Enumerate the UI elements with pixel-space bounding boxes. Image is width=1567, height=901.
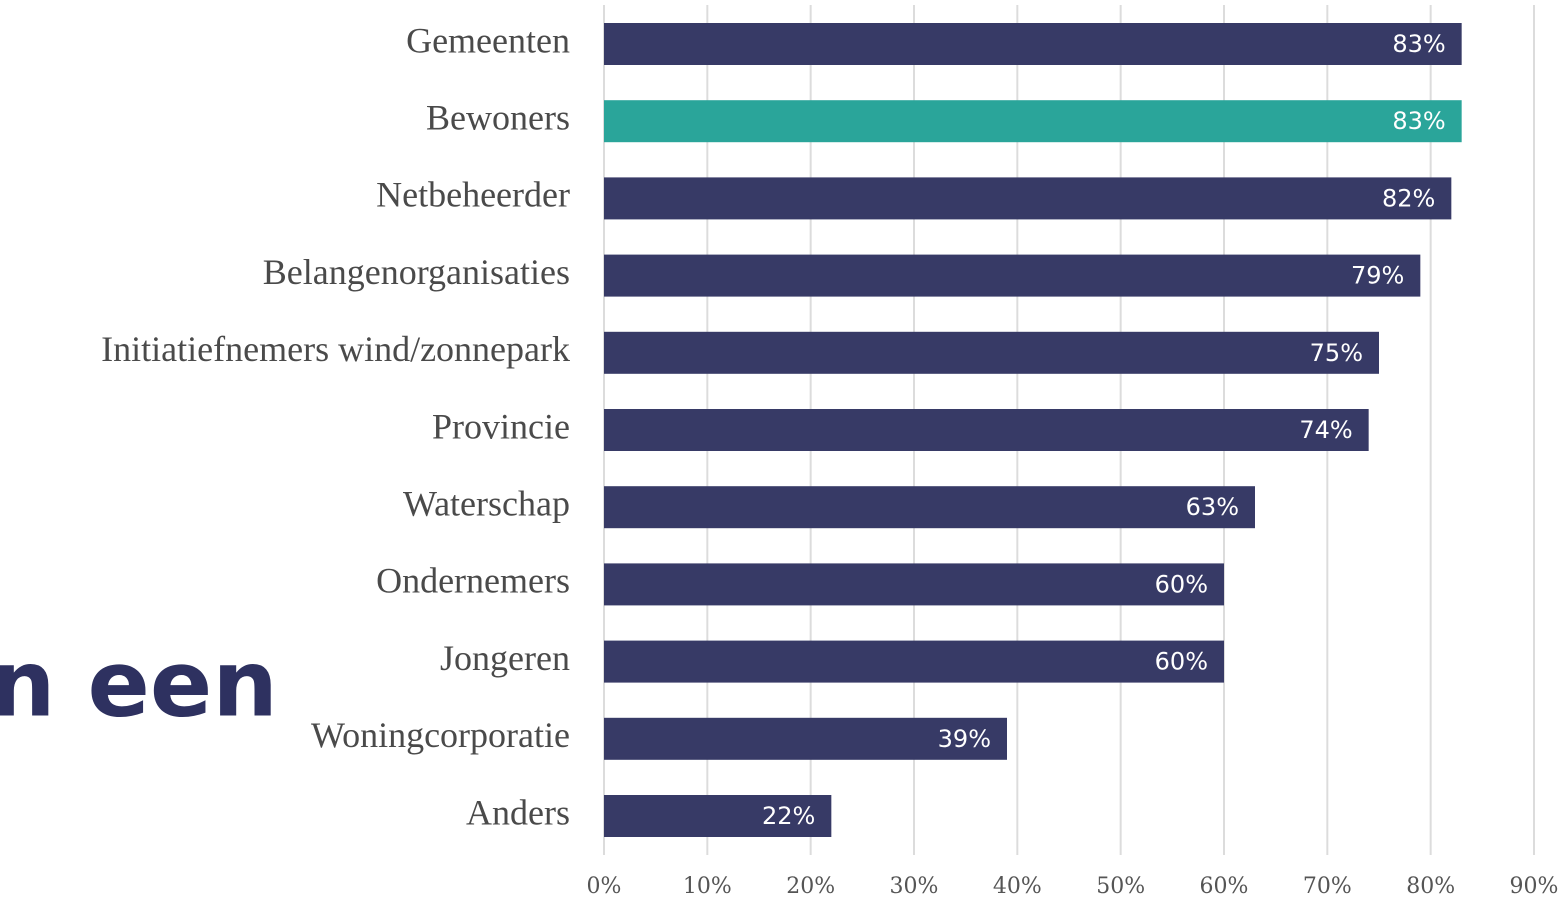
x-tick-label: 70% — [1303, 874, 1352, 899]
x-tick-label: 20% — [786, 874, 835, 899]
value-label: 75% — [1310, 339, 1363, 367]
bar — [604, 23, 1462, 65]
value-label: 60% — [1155, 570, 1208, 598]
bar — [604, 100, 1462, 143]
y-tick-label: Gemeenten — [406, 20, 570, 60]
x-tick-label: 0% — [587, 874, 622, 899]
y-tick-label: Jongeren — [440, 638, 570, 678]
value-label: 82% — [1382, 184, 1435, 212]
x-tick-label: 80% — [1406, 874, 1455, 899]
value-label: 83% — [1392, 107, 1445, 135]
bar — [604, 717, 1007, 760]
value-label: 83% — [1392, 30, 1445, 58]
y-tick-label: Provincie — [432, 406, 570, 446]
bar — [604, 254, 1421, 297]
value-label: 39% — [938, 725, 991, 753]
value-label: 79% — [1351, 262, 1404, 290]
y-tick-label: Waterschap — [403, 483, 570, 523]
x-tick-label: 60% — [1200, 874, 1249, 899]
bar — [604, 640, 1224, 683]
bar — [604, 177, 1452, 220]
x-tick-label: 90% — [1510, 874, 1559, 899]
y-tick-label: Anders — [466, 792, 570, 832]
value-label: 63% — [1186, 493, 1239, 521]
x-tick-label: 50% — [1096, 874, 1145, 899]
y-tick-label: Ondernemers — [376, 561, 570, 601]
bar — [604, 409, 1369, 451]
value-label: 74% — [1299, 416, 1352, 444]
y-tick-label: Belangenorganisaties — [263, 252, 570, 292]
y-tick-label: Woningcorporatie — [311, 715, 570, 755]
y-tick-label: Initiatiefnemers wind/zonnepark — [101, 329, 570, 369]
bar — [604, 795, 832, 837]
bar — [604, 486, 1255, 529]
bar — [604, 563, 1224, 606]
x-tick-label: 10% — [683, 874, 732, 899]
value-label: 22% — [762, 802, 815, 830]
x-tick-label: 40% — [993, 874, 1042, 899]
y-tick-label: Netbeheerder — [376, 175, 570, 215]
bar — [604, 331, 1379, 374]
x-tick-label: 30% — [890, 874, 939, 899]
value-label: 60% — [1155, 648, 1208, 676]
background-text: n een — [0, 630, 278, 737]
y-tick-label: Bewoners — [426, 97, 570, 137]
